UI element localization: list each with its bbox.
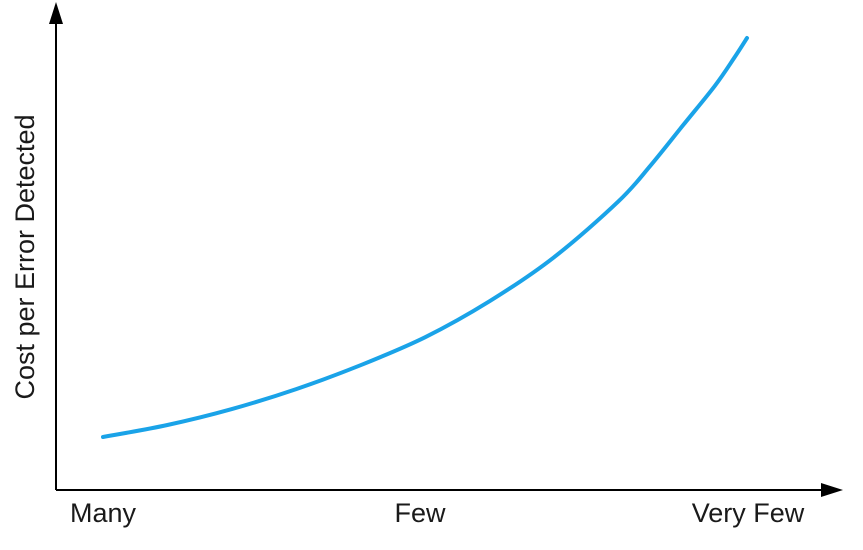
y-axis-title: Cost per Error Detected [10, 114, 40, 399]
series-line [101, 36, 749, 439]
x-tick-label-very-few: Very Few [692, 498, 805, 528]
x-tick-label-many: Many [70, 498, 137, 528]
x-axis-arrow-icon [821, 483, 843, 497]
y-axis-arrow-icon [49, 2, 63, 24]
x-tick-label-few: Few [394, 498, 446, 528]
